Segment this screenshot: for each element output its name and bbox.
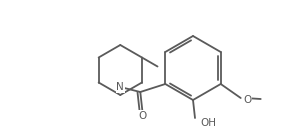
Text: OH: OH <box>200 118 216 128</box>
Text: O: O <box>138 111 147 121</box>
Text: O: O <box>244 95 252 105</box>
Text: N: N <box>116 82 124 92</box>
